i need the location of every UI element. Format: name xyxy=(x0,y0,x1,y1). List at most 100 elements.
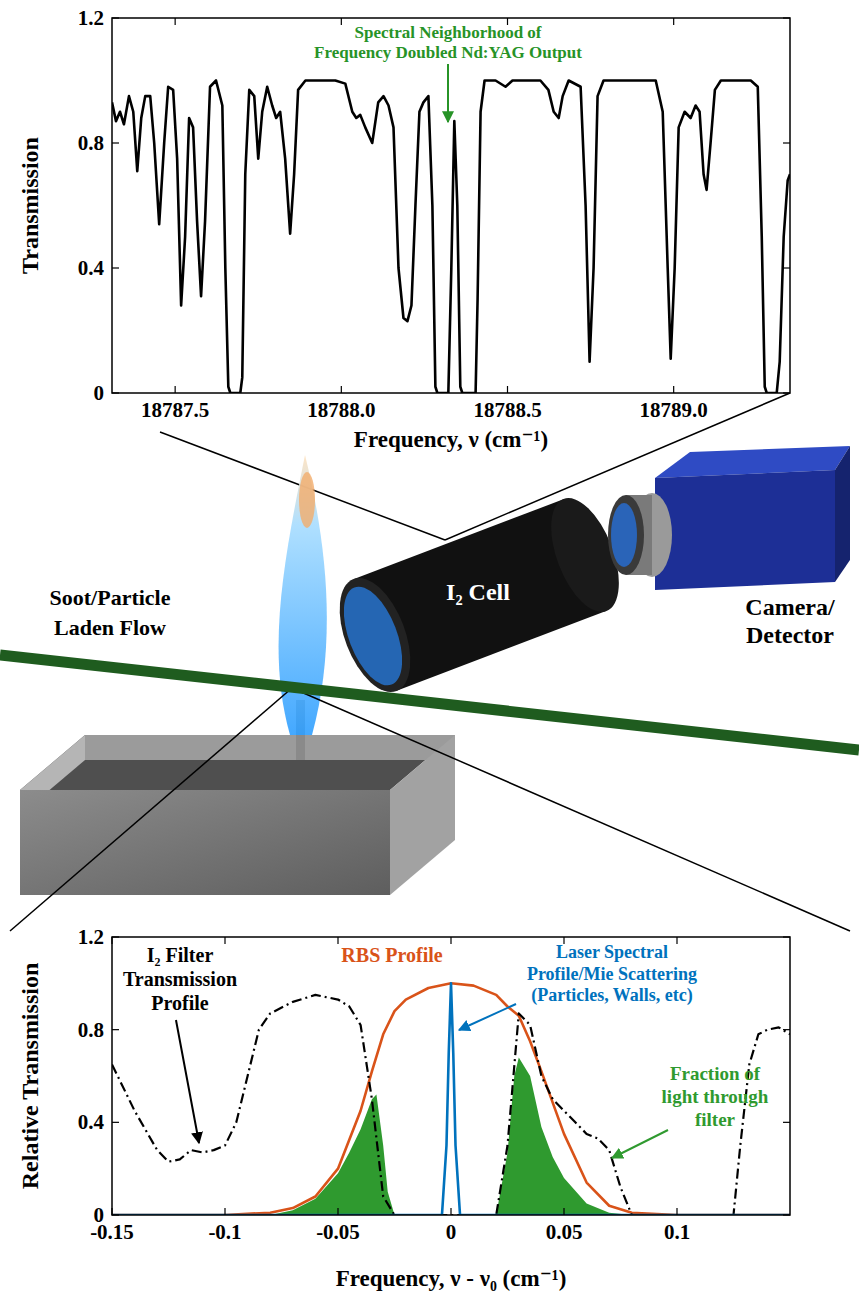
lens-glass xyxy=(611,503,637,567)
y-tick-label: 0.4 xyxy=(78,1110,105,1134)
cell-label: I₂ Cell xyxy=(446,579,510,605)
x-tick xyxy=(563,1208,564,1215)
x-tick xyxy=(507,386,508,393)
burner-inner-wall xyxy=(85,735,455,760)
y-tick xyxy=(783,267,790,268)
y-tick-label: 1.2 xyxy=(78,925,104,949)
figure: I₂ Cell Camera/Detector Soot/Particle Laden… xyxy=(0,0,859,1312)
y-tick-label: 0.4 xyxy=(78,256,105,280)
series-group xyxy=(112,81,790,394)
y-tick xyxy=(783,1214,790,1215)
chart-0: 18787.5 18788.0 18788.5 18789.0 0 0.4 0.8 1.2 Fr… xyxy=(17,6,790,452)
series-group xyxy=(112,983,790,1215)
label-line: Transmission xyxy=(123,968,237,990)
y-tick xyxy=(112,17,119,18)
y-tick xyxy=(783,142,790,143)
label-line: filter xyxy=(695,1109,736,1130)
x-tick-label: 18788.0 xyxy=(307,398,375,422)
y-tick xyxy=(112,1029,119,1030)
y-tick-label: 0 xyxy=(94,1203,105,1227)
series-label: Laser SpectralProfile/Mie Scattering(Par… xyxy=(527,942,697,1006)
y-tick-label: 0 xyxy=(94,381,105,405)
annotation-arrow xyxy=(447,64,449,122)
burner-front xyxy=(20,790,390,895)
label-line: I₂ Filter xyxy=(147,944,214,966)
x-tick xyxy=(111,937,112,944)
x-axis-title: Frequency, ν (cm⁻¹) xyxy=(354,427,548,452)
x-tick xyxy=(224,937,225,944)
series-label: Fraction oflight throughfilter xyxy=(662,1063,769,1130)
burner-side xyxy=(390,735,455,895)
x-tick xyxy=(337,1208,338,1215)
annotation: Frequency Doubled Nd:YAG Output xyxy=(314,43,582,62)
x-tick xyxy=(341,386,342,393)
line xyxy=(112,983,790,1215)
x-tick-label: -0.1 xyxy=(208,1220,241,1244)
camera-front xyxy=(655,470,835,590)
label-arrow xyxy=(459,1004,516,1030)
plot-frame xyxy=(112,937,790,1215)
detector-label: Camera/ xyxy=(745,594,835,620)
y-tick-label: 0.8 xyxy=(78,131,104,155)
annotation: Spectral Neighborhood of xyxy=(355,23,542,42)
x-tick xyxy=(676,937,677,944)
label-arrow xyxy=(612,1130,668,1158)
schematic: I₂ Cell Camera/Detector Soot/Particle Laden… xyxy=(0,393,859,931)
cell-window xyxy=(332,579,414,693)
x-tick-label: 18787.5 xyxy=(141,398,209,422)
y-tick-label: 1.2 xyxy=(78,6,104,30)
series-label: RBS Profile xyxy=(341,944,442,966)
label-line: (Particles, Walls, etc) xyxy=(531,985,693,1006)
x-tick-label: -0.05 xyxy=(316,1220,360,1244)
zoom-line xyxy=(10,688,292,931)
plot-background xyxy=(112,18,790,393)
x-tick-label: 0.1 xyxy=(664,1220,690,1244)
y-tick xyxy=(112,142,119,143)
x-tick xyxy=(676,1208,677,1215)
line xyxy=(112,81,790,394)
y-tick xyxy=(112,1214,119,1215)
y-tick xyxy=(783,936,790,937)
lens-rim xyxy=(608,495,644,575)
label-line: Fraction of xyxy=(670,1063,761,1084)
x-tick xyxy=(111,1208,112,1215)
x-tick-label: 0 xyxy=(446,1220,457,1244)
x-tick-label: 18789.0 xyxy=(640,398,708,422)
flame-tip xyxy=(299,472,315,528)
burner-opening xyxy=(20,735,455,790)
x-tick xyxy=(224,1208,225,1215)
x-tick xyxy=(175,18,176,25)
area xyxy=(270,1057,632,1215)
label-arrow xyxy=(176,1020,199,1143)
x-axis-title: Frequency, ν - ν₀ (cm⁻¹) xyxy=(336,1266,567,1291)
y-tick xyxy=(112,392,119,393)
chart-1: -0.15-0.1-0.0500.050.100.40.81.2Frequenc… xyxy=(17,925,790,1291)
x-tick xyxy=(673,18,674,25)
x-tick xyxy=(175,386,176,393)
x-tick xyxy=(450,937,451,944)
zoom-line xyxy=(292,688,850,931)
y-tick xyxy=(783,17,790,18)
x-tick xyxy=(341,18,342,25)
cell-rim xyxy=(325,568,424,702)
flow-label: Soot/Particle xyxy=(50,585,171,610)
label-line: light through xyxy=(662,1086,769,1107)
y-tick xyxy=(112,267,119,268)
flow-label: Laden Flow xyxy=(54,615,166,640)
plot-background xyxy=(112,937,790,1215)
series-label: I₂ FilterTransmissionProfile xyxy=(123,944,237,1014)
line xyxy=(112,983,790,1215)
x-tick-label: 18788.5 xyxy=(473,398,541,422)
x-tick xyxy=(673,386,674,393)
plot-frame xyxy=(112,18,790,393)
detector-label: Detector xyxy=(746,622,834,648)
label-line: Profile xyxy=(151,992,209,1014)
y-tick xyxy=(783,392,790,393)
y-tick xyxy=(112,1122,119,1123)
y-axis-title: Relative Transmission xyxy=(17,963,43,1189)
x-tick-label: 0.05 xyxy=(546,1220,583,1244)
label-line: Laser Spectral xyxy=(556,942,668,962)
label-line: RBS Profile xyxy=(341,944,442,966)
y-tick xyxy=(783,1029,790,1030)
laser-beam xyxy=(0,655,859,750)
